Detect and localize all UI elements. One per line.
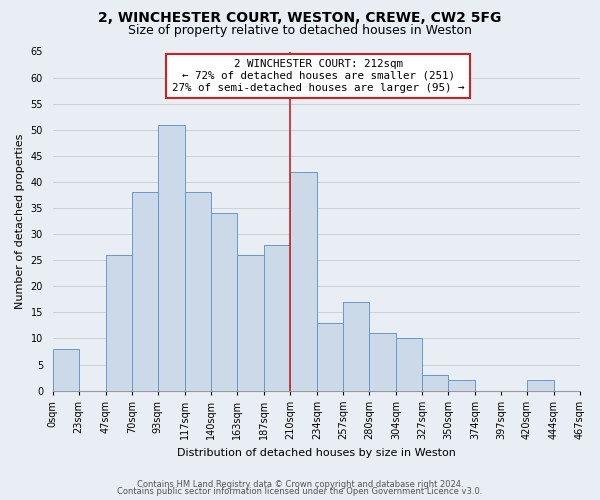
- Text: 2 WINCHESTER COURT: 212sqm
← 72% of detached houses are smaller (251)
27% of sem: 2 WINCHESTER COURT: 212sqm ← 72% of deta…: [172, 60, 464, 92]
- Bar: [422, 375, 448, 390]
- Bar: [317, 323, 343, 390]
- Bar: [53, 349, 79, 391]
- Bar: [343, 302, 369, 390]
- Bar: [106, 255, 132, 390]
- Bar: [448, 380, 475, 390]
- Bar: [158, 124, 185, 390]
- Bar: [132, 192, 158, 390]
- Bar: [264, 244, 290, 390]
- Bar: [396, 338, 422, 390]
- Text: Contains public sector information licensed under the Open Government Licence v3: Contains public sector information licen…: [118, 487, 482, 496]
- Y-axis label: Number of detached properties: Number of detached properties: [15, 134, 25, 309]
- Bar: [237, 255, 264, 390]
- Text: Size of property relative to detached houses in Weston: Size of property relative to detached ho…: [128, 24, 472, 37]
- Bar: [211, 213, 237, 390]
- Bar: [369, 333, 396, 390]
- Bar: [527, 380, 554, 390]
- Bar: [290, 172, 317, 390]
- Text: 2, WINCHESTER COURT, WESTON, CREWE, CW2 5FG: 2, WINCHESTER COURT, WESTON, CREWE, CW2 …: [98, 11, 502, 25]
- Text: Contains HM Land Registry data © Crown copyright and database right 2024.: Contains HM Land Registry data © Crown c…: [137, 480, 463, 489]
- Bar: [185, 192, 211, 390]
- X-axis label: Distribution of detached houses by size in Weston: Distribution of detached houses by size …: [177, 448, 456, 458]
